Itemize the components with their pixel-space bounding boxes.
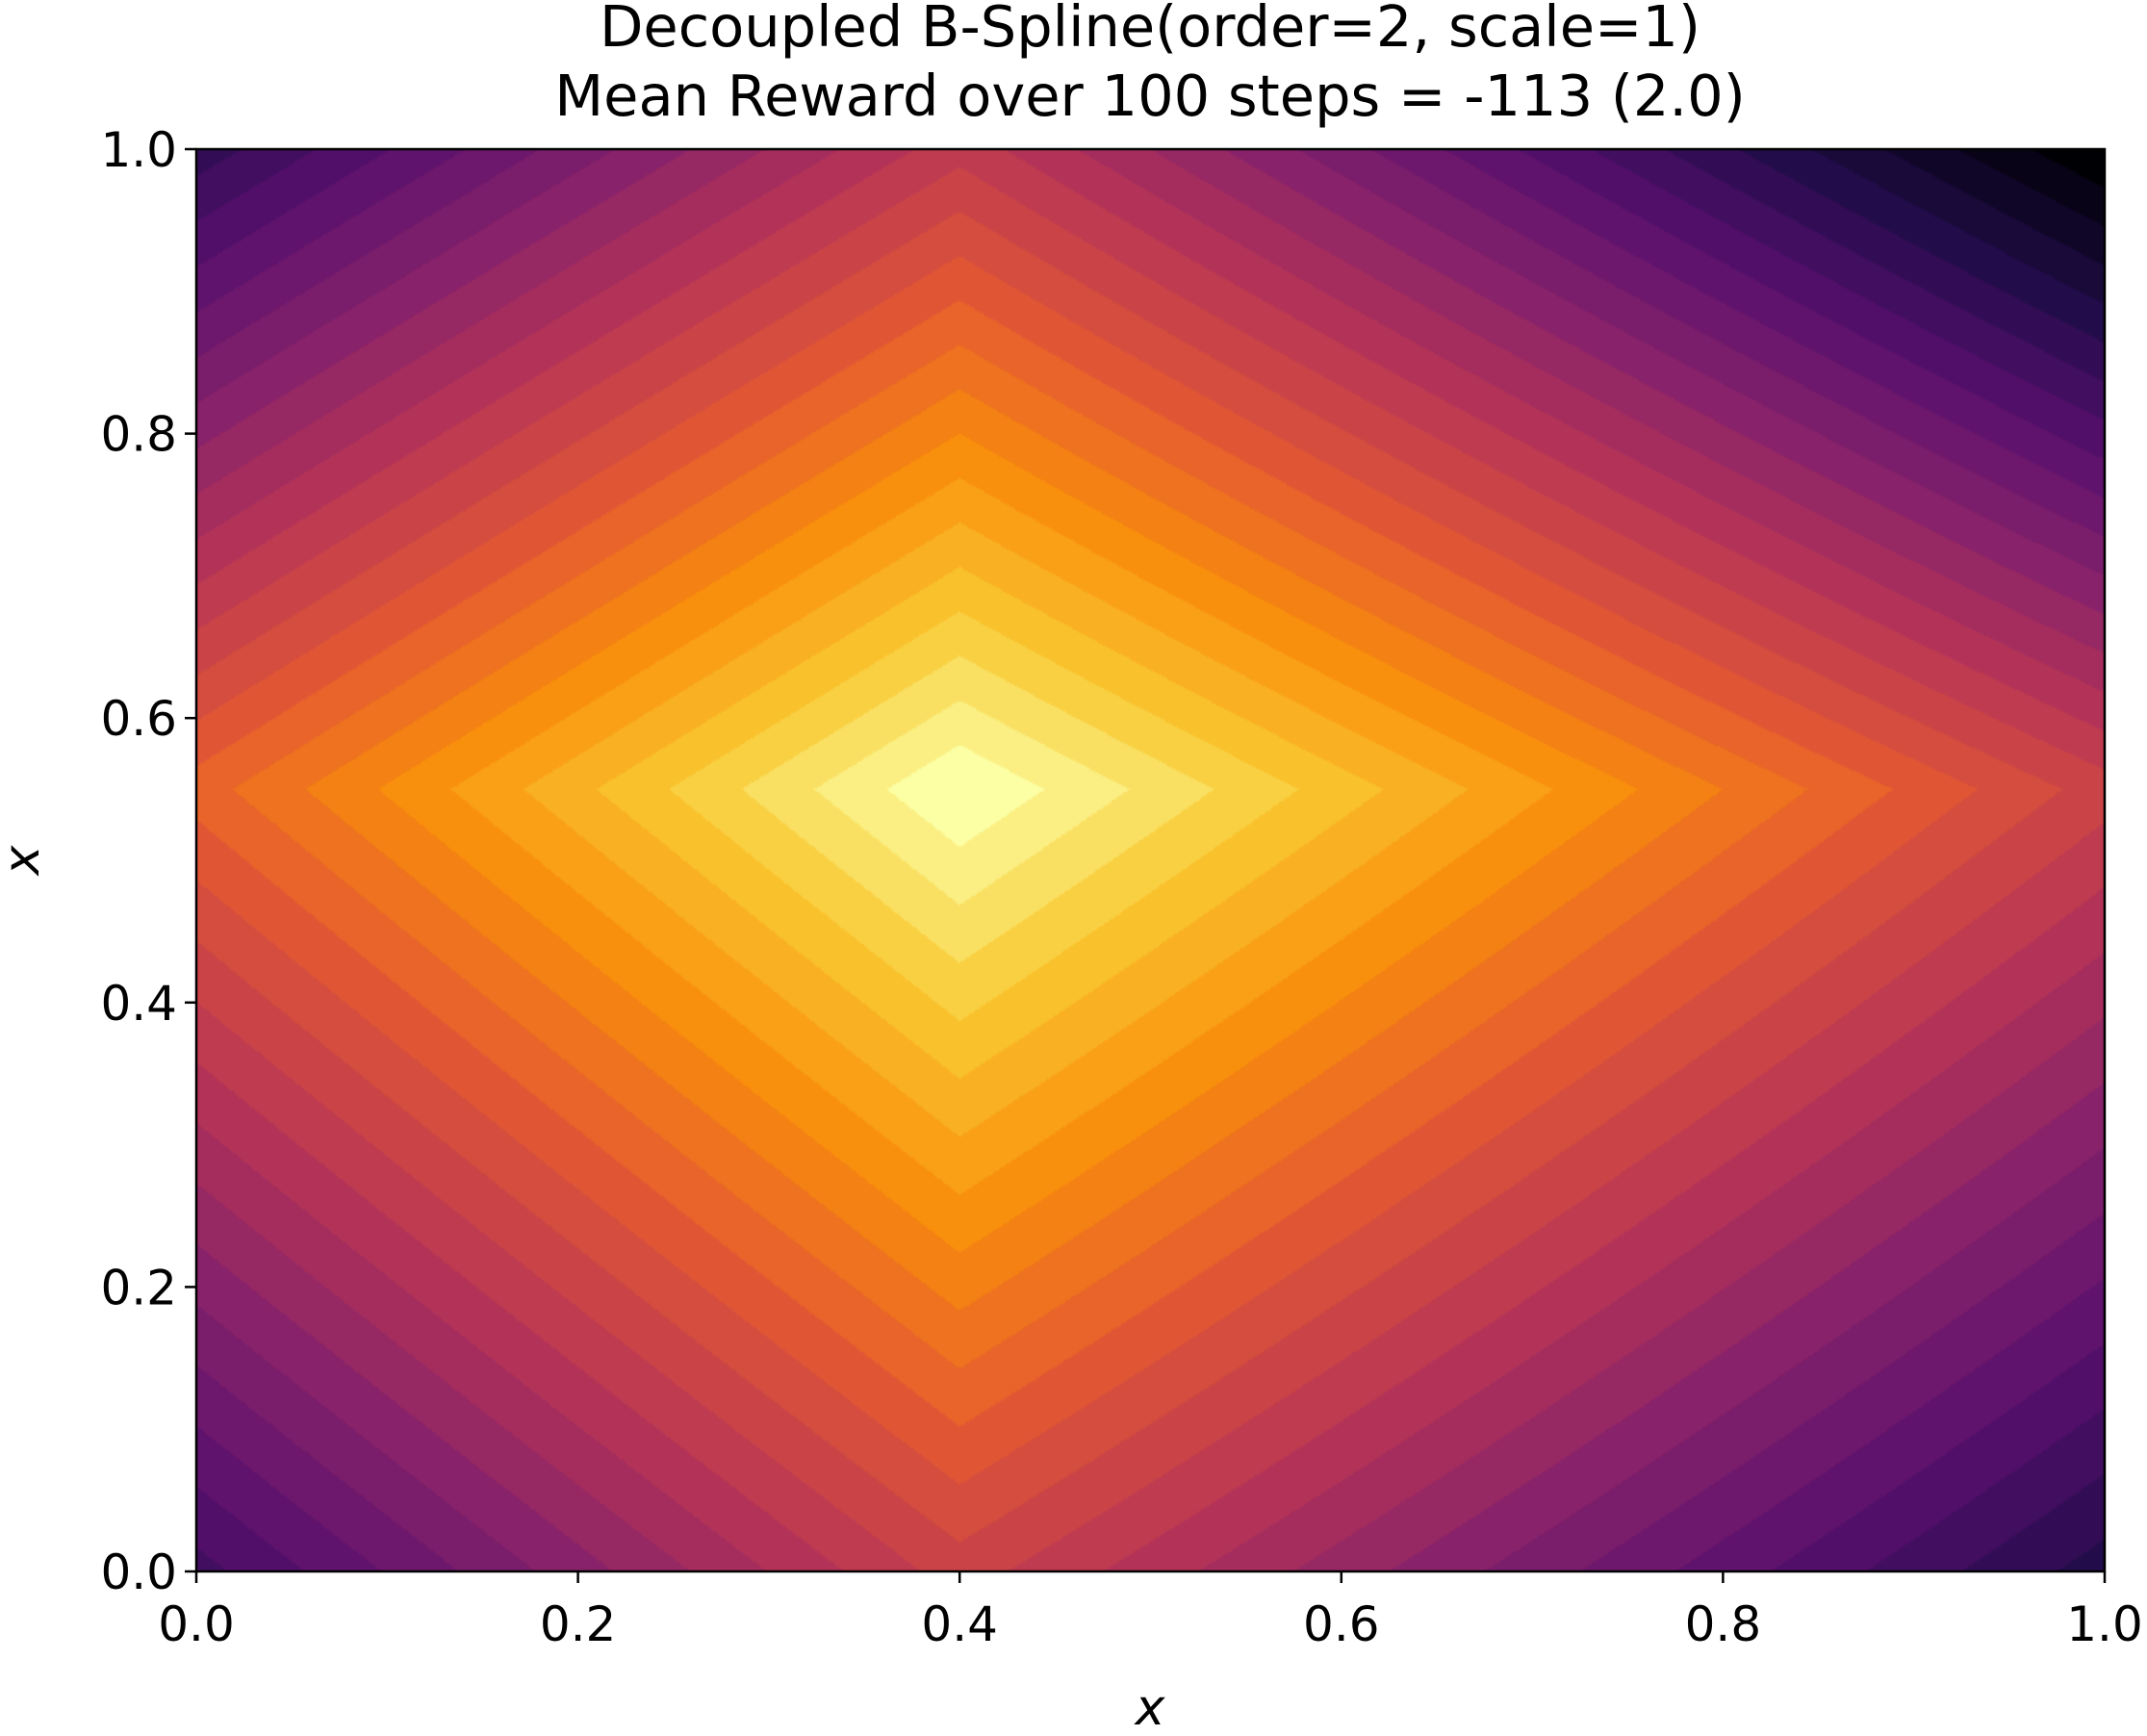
y-axis-label: x (0, 844, 51, 877)
x-tick-label: 0.8 (1685, 1596, 1762, 1652)
y-tick-label: 0.4 (100, 976, 177, 1032)
x-tick-label: 0.0 (158, 1596, 235, 1652)
x-tick-label: 1.0 (2066, 1596, 2143, 1652)
x-axis-ticks: 0.0 0.2 0.4 0.6 0.8 1.0 (158, 1571, 2143, 1652)
chart-title-line-1: Decoupled B-Spline(order=2, scale=1) (600, 0, 1700, 60)
y-tick-label: 0.8 (100, 407, 177, 463)
x-tick-label: 0.4 (921, 1596, 998, 1652)
axes-frame (194, 147, 2107, 1573)
x-tick-label: 0.2 (540, 1596, 617, 1652)
x-axis-label: x (1134, 1679, 1166, 1736)
y-axis-ticks: 0.0 0.2 0.4 0.6 0.8 1.0 (100, 122, 196, 1600)
y-tick-label: 0.0 (100, 1545, 177, 1600)
contour-fill (196, 149, 2105, 1571)
x-tick-label: 0.6 (1303, 1596, 1380, 1652)
chart-title: Decoupled B-Spline(order=2, scale=1) Mea… (554, 0, 1746, 129)
chart-title-line-2: Mean Reward over 100 steps = -113 (2.0) (554, 63, 1746, 129)
y-tick-label: 1.0 (100, 122, 177, 178)
y-tick-label: 0.6 (100, 691, 177, 747)
y-tick-label: 0.2 (100, 1260, 177, 1315)
plot-area (194, 147, 2107, 1573)
